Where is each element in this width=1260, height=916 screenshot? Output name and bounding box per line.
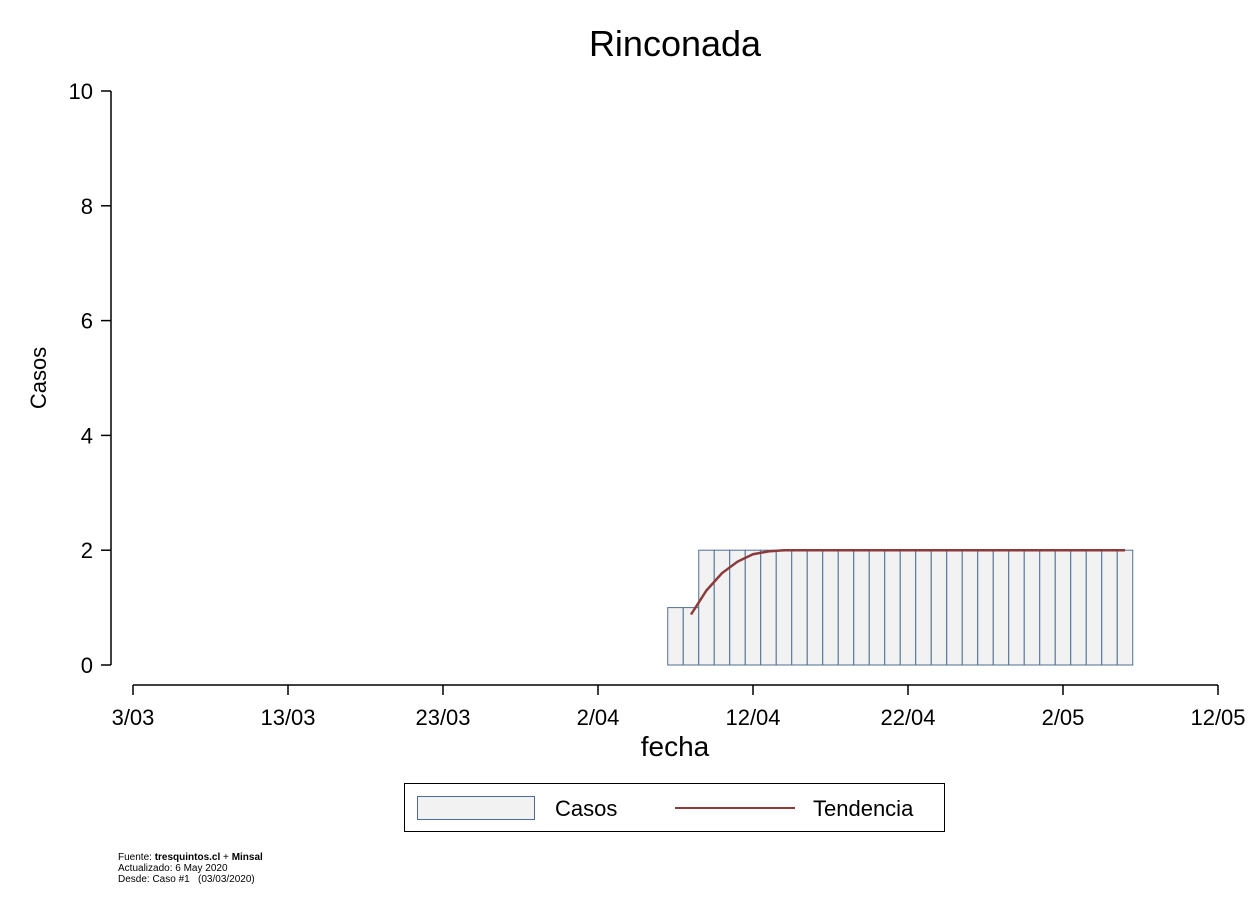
legend: Casos Tendencia	[404, 783, 945, 832]
x-tick-label: 3/03	[112, 705, 155, 730]
bar-casos	[822, 549, 839, 666]
bar-casos	[946, 549, 963, 666]
bar-casos	[1023, 549, 1041, 666]
bar-casos	[667, 607, 684, 666]
x-axis: 3/03 13/03 23/03 2/04 12/04 22/04 2/05 12/05	[112, 684, 1246, 730]
footer-source-2: Minsal	[231, 852, 263, 863]
bar-casos	[977, 549, 994, 666]
bar-casos	[961, 549, 979, 666]
footer-source-plus: +	[220, 852, 232, 863]
bar-casos	[682, 607, 700, 666]
trend-line	[689, 548, 1125, 616]
bar-casos	[992, 549, 1010, 666]
bar-casos	[729, 549, 746, 666]
y-tick-label: 2	[81, 538, 93, 563]
bar-casos	[853, 549, 870, 666]
bar-casos	[1039, 549, 1056, 666]
legend-label-casos: Casos	[555, 796, 618, 821]
footer-source-1: tresquintos.cl	[154, 852, 221, 863]
y-tick-label: 6	[81, 309, 93, 334]
bar-casos	[915, 549, 932, 666]
x-tick-label: 12/05	[1190, 705, 1245, 730]
bar-casos	[775, 549, 793, 666]
y-tick-label: 0	[81, 653, 93, 678]
chart-title: Rinconada	[589, 23, 762, 64]
bar-casos	[1070, 549, 1087, 666]
bars-group	[667, 549, 1134, 666]
bar-casos	[1085, 549, 1103, 666]
bar-casos	[744, 549, 762, 666]
bar-casos	[806, 549, 824, 666]
x-tick-label: 2/05	[1042, 705, 1085, 730]
bar-casos	[899, 549, 917, 666]
legend-swatch-casos	[417, 796, 535, 820]
footer-since: Desde: Caso #1 (03/03/2020)	[118, 874, 255, 885]
y-tick-label: 10	[69, 79, 93, 104]
footer-source-prefix: Fuente:	[118, 852, 155, 863]
x-tick-label: 2/04	[577, 705, 620, 730]
bar-casos	[837, 549, 855, 666]
x-tick-label: 23/03	[415, 705, 470, 730]
bar-casos	[884, 549, 901, 666]
y-tick-label: 8	[81, 194, 93, 219]
footer-notes: Fuente: tresquintos.cl + Minsal Actualiz…	[118, 852, 263, 885]
footer-source: Fuente: tresquintos.cl + Minsal	[118, 852, 263, 863]
bar-casos	[791, 549, 808, 666]
x-tick-label: 12/04	[725, 705, 780, 730]
bar-casos	[930, 549, 948, 666]
bar-casos	[713, 549, 731, 666]
bar-casos	[1101, 549, 1118, 666]
x-tick-label: 13/03	[260, 705, 315, 730]
chart: Rinconada Casos fecha 0 2 4 6 8 10 3/03 13/03 2…	[26, 23, 1246, 762]
y-tick-label: 4	[81, 423, 93, 448]
bar-casos	[698, 549, 715, 666]
bar-casos	[1116, 549, 1134, 666]
legend-label-tendencia: Tendencia	[813, 796, 914, 821]
bar-casos	[760, 549, 777, 666]
bar-casos	[868, 549, 886, 666]
trend-group	[689, 548, 1125, 616]
legend-swatch-tendencia	[675, 807, 795, 809]
x-tick-label: 22/04	[880, 705, 935, 730]
y-axis: 0 2 4 6 8 10	[69, 79, 112, 678]
footer-updated: Actualizado: 6 May 2020	[118, 863, 228, 874]
bar-casos	[1008, 549, 1025, 666]
x-axis-label: fecha	[641, 731, 710, 762]
y-axis-label: Casos	[26, 347, 51, 409]
bar-casos	[1054, 549, 1072, 666]
